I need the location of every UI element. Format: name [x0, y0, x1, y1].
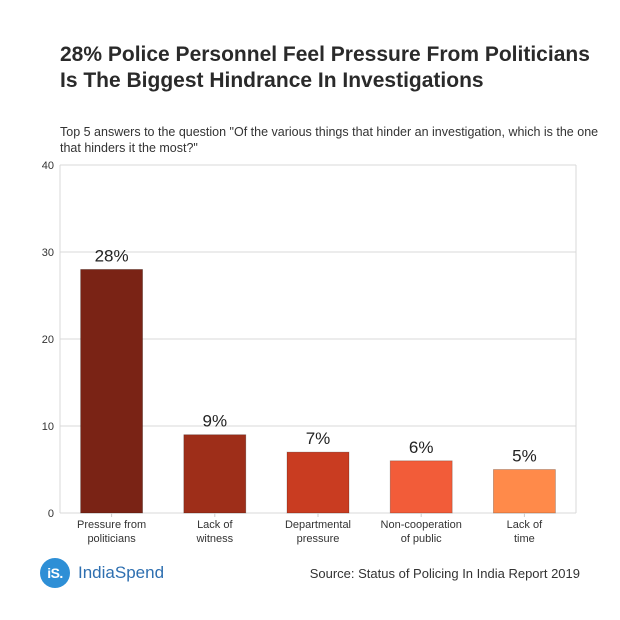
data-label: 5% — [512, 447, 537, 466]
y-tick-label: 0 — [48, 508, 54, 520]
x-tick-label: Pressure from — [77, 519, 146, 531]
bar — [286, 451, 350, 514]
logo-text: IndiaSpend — [78, 563, 165, 582]
chart-subtitle: Top 5 answers to the question "Of the va… — [60, 125, 599, 155]
x-tick-label: witness — [195, 533, 233, 545]
data-label: 28% — [95, 246, 129, 265]
source-note: Source: Status of Policing In India Repo… — [309, 566, 580, 581]
y-tick-label: 40 — [42, 160, 54, 172]
x-tick-label: Departmental — [285, 519, 351, 531]
bar — [389, 460, 453, 514]
chart-title: 28% Police Personnel Feel Pressure From … — [60, 43, 590, 92]
bar — [183, 434, 247, 514]
x-tick-label: Non-cooperation — [381, 519, 462, 531]
bar — [80, 268, 143, 514]
data-label: 6% — [409, 438, 434, 457]
y-tick-label: 30 — [42, 247, 54, 259]
x-tick-label: Lack of — [197, 519, 233, 531]
indiaspend-logo: iS. IndiaSpend — [40, 558, 164, 588]
x-tick-label: Lack of — [507, 519, 543, 531]
y-tick-label: 20 — [42, 334, 54, 346]
x-tick-label: of public — [401, 533, 442, 545]
bar — [492, 469, 556, 514]
y-tick-label: 10 — [42, 421, 54, 433]
logo-mark: iS. — [40, 558, 70, 588]
x-tick-label: pressure — [297, 533, 340, 545]
data-label: 7% — [306, 429, 331, 448]
data-label: 9% — [203, 412, 228, 431]
x-tick-label: time — [514, 533, 535, 545]
x-tick-label: politicians — [87, 533, 136, 545]
